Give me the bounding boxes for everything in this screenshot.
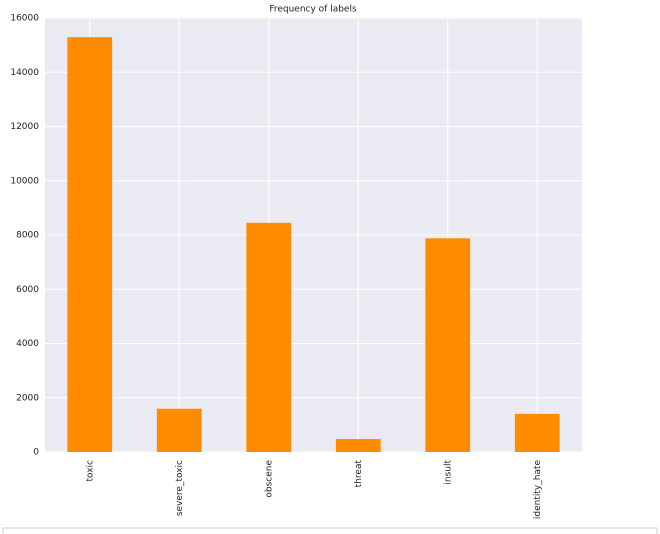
y-tick-label: 0 (33, 448, 39, 458)
bar (67, 37, 113, 453)
y-tick-label: 10000 (10, 176, 39, 186)
chart-title: Frequency of labels (269, 5, 357, 15)
y-tick-label: 4000 (16, 339, 39, 349)
y-tick-label: 14000 (10, 68, 39, 78)
x-tick-label: severe_toxic (175, 460, 185, 516)
x-tick-label: toxic (85, 460, 95, 482)
bar (335, 439, 381, 452)
x-tick-label: insult (443, 460, 453, 485)
y-tick-label: 12000 (10, 122, 39, 132)
output-frame (2, 527, 658, 534)
bar (156, 408, 202, 452)
y-tick-label: 6000 (16, 285, 39, 295)
y-tick-label: 8000 (16, 231, 39, 241)
x-tick-label: identity_hate (533, 460, 543, 520)
x-tick-label: threat (354, 460, 364, 488)
bar (425, 238, 471, 452)
y-tick-label: 16000 (10, 14, 39, 24)
y-tick-label: 2000 (16, 393, 39, 403)
bar (246, 222, 292, 452)
x-tick-label: obscene (264, 460, 274, 498)
bar (514, 413, 560, 452)
